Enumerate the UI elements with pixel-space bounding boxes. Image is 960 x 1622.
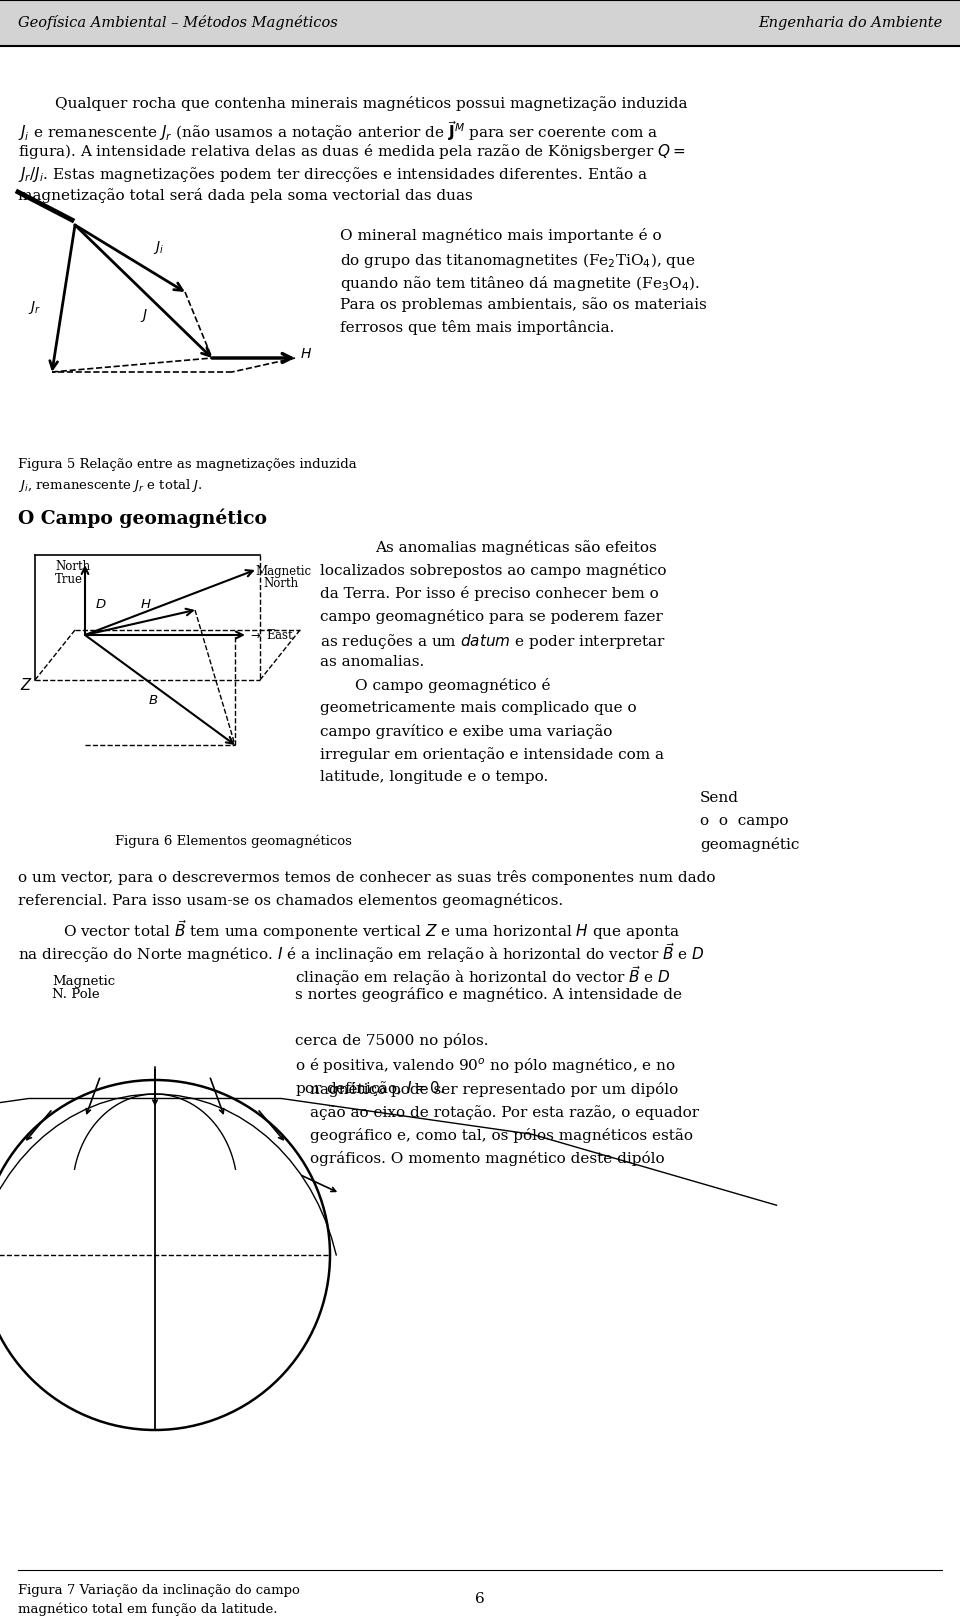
Text: ográficos. O momento magnético deste dipólo: ográficos. O momento magnético deste dip…	[310, 1152, 664, 1166]
Text: $J_i$, remanescente $J_r$ e total $J$.: $J_i$, remanescente $J_r$ e total $J$.	[18, 477, 203, 495]
Text: $J$: $J$	[140, 307, 148, 323]
Text: referencial. Para isso usam-se os chamados elementos geomagnéticos.: referencial. Para isso usam-se os chamad…	[18, 894, 564, 908]
Text: nagnético pode ser representado por um dipólo: nagnético pode ser representado por um d…	[310, 1082, 679, 1096]
Text: $H$: $H$	[140, 599, 152, 611]
Text: magnético total em função da latitude.: magnético total em função da latitude.	[18, 1603, 277, 1617]
Text: Geofísica Ambiental – Métodos Magnéticos: Geofísica Ambiental – Métodos Magnéticos	[18, 16, 338, 31]
Text: Figura 6 Elementos geomagnéticos: Figura 6 Elementos geomagnéticos	[115, 834, 352, 848]
Text: Magnetic: Magnetic	[52, 975, 115, 988]
Text: As anomalias magnéticas são efeitos: As anomalias magnéticas são efeitos	[375, 540, 657, 555]
Text: campo geomagnético para se poderem fazer: campo geomagnético para se poderem fazer	[320, 608, 662, 624]
Text: $J_i$: $J_i$	[153, 240, 164, 256]
Text: $H$: $H$	[300, 347, 312, 362]
Bar	[0, 0, 960, 45]
Text: True: True	[55, 573, 83, 586]
Text: geomagnétic: geomagnétic	[700, 837, 800, 852]
Text: as reduções a um $datum$ e poder interpretar: as reduções a um $datum$ e poder interpr…	[320, 633, 666, 650]
Text: Engenharia do Ambiente: Engenharia do Ambiente	[757, 16, 942, 29]
Text: $J_i$ e remanescente $J_r$ (não usamos a notação anterior de $\vec{\mathbf{J}}^M: $J_i$ e remanescente $J_r$ (não usamos a…	[18, 118, 659, 143]
Text: O vector total $\vec{B}$ tem uma componente vertical $Z$ e uma horizontal $H$ qu: O vector total $\vec{B}$ tem uma compone…	[63, 918, 681, 942]
Text: figura). A intensidade relativa delas as duas é medida pela razão de Königsberge: figura). A intensidade relativa delas as…	[18, 143, 685, 161]
Text: clinação em relação à horizontal do vector $\vec{B}$ e $D$: clinação em relação à horizontal do vect…	[295, 963, 671, 988]
Text: s nortes geográfico e magnético. A intensidade de: s nortes geográfico e magnético. A inten…	[295, 988, 682, 1002]
Text: Figura 5 Relação entre as magnetizações induzida: Figura 5 Relação entre as magnetizações …	[18, 457, 357, 470]
Text: North: North	[263, 577, 299, 590]
Text: 6: 6	[475, 1593, 485, 1606]
Text: o um vector, para o descrevermos temos de conhecer as suas três componentes num : o um vector, para o descrevermos temos d…	[18, 869, 715, 886]
Text: $J_r/J_i$. Estas magnetizações podem ter direcções e intensidades diferentes. En: $J_r/J_i$. Estas magnetizações podem ter…	[18, 165, 648, 183]
Text: localizados sobrepostos ao campo magnético: localizados sobrepostos ao campo magnéti…	[320, 563, 666, 577]
Text: por definição, $I = 0$.: por definição, $I = 0$.	[295, 1079, 444, 1098]
Text: as anomalias.: as anomalias.	[320, 655, 424, 668]
Text: da Terra. Por isso é preciso conhecer bem o: da Terra. Por isso é preciso conhecer be…	[320, 586, 659, 602]
Text: irregular em orientação e intensidade com a: irregular em orientação e intensidade co…	[320, 748, 664, 762]
Text: North: North	[55, 560, 90, 573]
Text: O mineral magnético mais importante é o: O mineral magnético mais importante é o	[340, 229, 661, 243]
Text: cerca de 75000 no pólos.: cerca de 75000 no pólos.	[295, 1033, 489, 1048]
Text: na direcção do Norte magnético. $I$ é a inclinação em relação à horizontal do ve: na direcção do Norte magnético. $I$ é a …	[18, 941, 705, 965]
Text: ação ao eixo de rotação. Por esta razão, o equador: ação ao eixo de rotação. Por esta razão,…	[310, 1105, 699, 1119]
Text: magnetização total será dada pela soma vectorial das duas: magnetização total será dada pela soma v…	[18, 188, 472, 203]
Text: $Z$: $Z$	[20, 676, 33, 693]
Text: $D$: $D$	[95, 599, 107, 611]
Text: N. Pole: N. Pole	[52, 988, 100, 1001]
Text: campo gravítico e exibe uma variação: campo gravítico e exibe uma variação	[320, 723, 612, 740]
Text: Para os problemas ambientais, são os materiais: Para os problemas ambientais, são os mat…	[340, 297, 707, 311]
Text: Qualquer rocha que contenha minerais magnéticos possui magnetização induzida: Qualquer rocha que contenha minerais mag…	[55, 96, 687, 110]
Text: O Campo geomagnético: O Campo geomagnético	[18, 508, 267, 527]
Text: $J_r$: $J_r$	[28, 300, 41, 316]
Text: $\rightarrow$ East: $\rightarrow$ East	[248, 628, 295, 642]
Text: o  o  campo: o o campo	[700, 814, 788, 827]
Text: ferrosos que têm mais importância.: ferrosos que têm mais importância.	[340, 320, 614, 336]
Text: geográfico e, como tal, os pólos magnéticos estão: geográfico e, como tal, os pólos magnéti…	[310, 1127, 693, 1144]
Text: latitude, longitude e o tempo.: latitude, longitude e o tempo.	[320, 770, 548, 783]
Text: quando não tem titâneo dá magnetite (Fe$_3$O$_4$).: quando não tem titâneo dá magnetite (Fe$…	[340, 274, 700, 294]
Text: $B$: $B$	[148, 694, 158, 707]
Text: O campo geomagnético é: O campo geomagnético é	[355, 678, 550, 693]
Text: o é positiva, valendo 90$^o$ no pólo magnético, e no: o é positiva, valendo 90$^o$ no pólo mag…	[295, 1056, 676, 1075]
Text: do grupo das titanomagnetites (Fe$_2$TiO$_4$), que: do grupo das titanomagnetites (Fe$_2$TiO…	[340, 251, 696, 269]
Text: geometricamente mais complicado que o: geometricamente mais complicado que o	[320, 701, 636, 715]
Text: Figura 7 Variação da inclinação do campo: Figura 7 Variação da inclinação do campo	[18, 1585, 300, 1598]
Text: Magnetic: Magnetic	[255, 564, 311, 577]
Text: Send: Send	[700, 792, 739, 805]
